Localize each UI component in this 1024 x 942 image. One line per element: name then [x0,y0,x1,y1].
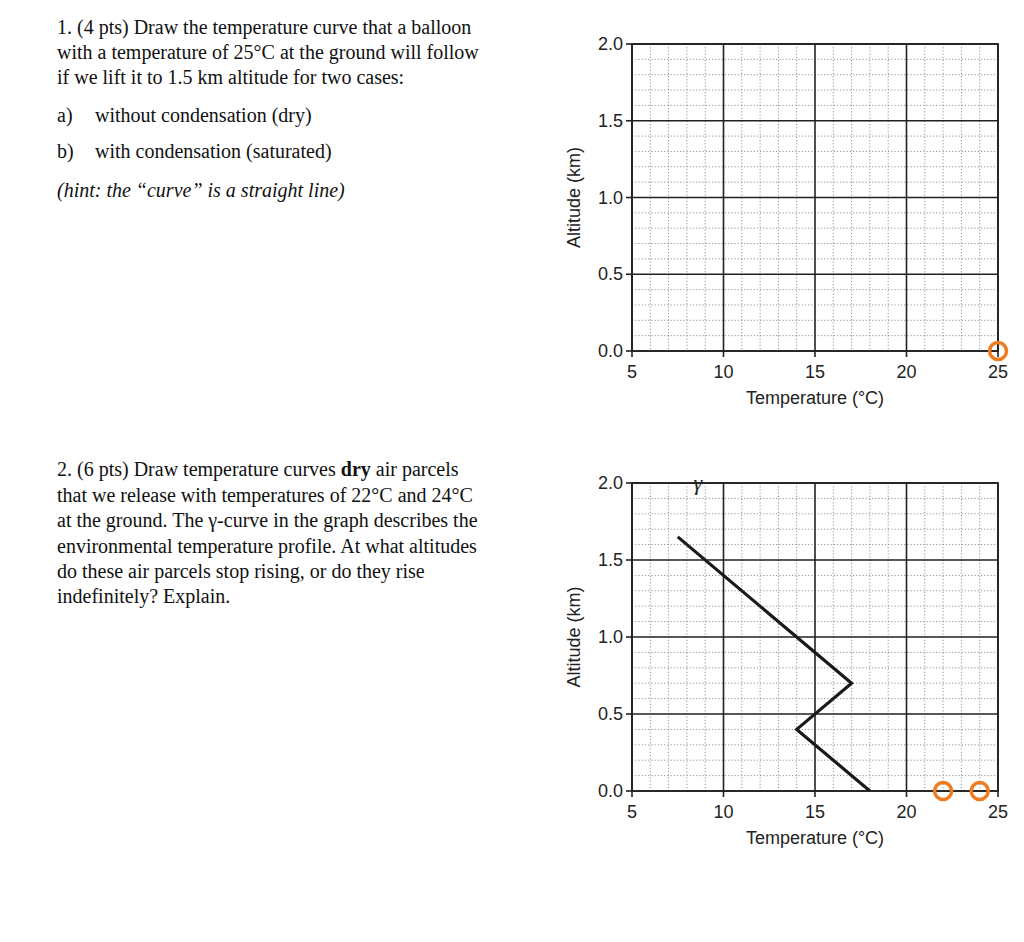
question-line: do these air parcels stop rising, or do … [57,560,425,583]
grid-y [632,636,998,638]
hint: (hint: the “curve” is a straight line) [57,179,345,202]
question-line: 1. (4 pts) Draw the temperature curve th… [57,16,471,39]
grid-y [632,197,998,199]
y-tick-label: 0.5 [598,704,623,724]
x-tick [906,791,908,797]
chart: 5 10 15 20 25 0.0 0.5 1.0 1.5 2.0 Temperature (°C)… [564,34,1008,408]
x-tick [997,351,999,357]
series-line [678,537,870,791]
x-tick [814,791,816,797]
x-tick-label: 10 [713,802,733,822]
item-text: without condensation (dry) [95,104,312,127]
y-tick [626,713,632,715]
y-tick-label: 1.0 [598,627,623,647]
question-line: if we lift it to 1.5 km altitude for two… [57,66,404,88]
question-line: indefinitely? Explain. [57,585,230,608]
x-tick-label: 20 [896,802,916,822]
chart: 5 10 15 20 25 0.0 0.5 1.0 1.5 2.0 Temperature (°C)… [564,470,1008,848]
y-tick [626,636,632,638]
scatter-point [990,343,1007,360]
x-tick [723,791,725,797]
x-tick-label: 25 [988,362,1008,382]
x-tick [997,791,999,797]
item-label: b) [57,140,74,163]
lines [678,537,870,791]
plot-background [632,44,998,351]
y-tick-label: 2.0 [598,34,623,54]
y-axis-label: Altitude (km) [564,586,584,687]
y-tick-label: 0.5 [598,264,623,284]
item-label: a) [57,104,73,127]
question-line: at the ground. The γ-curve in the graph … [57,509,478,532]
x-tick-label: 25 [988,802,1008,822]
question-line: environmental temperature profile. At wh… [57,535,477,558]
y-axis-label: Altitude (km) [564,147,584,248]
x-tick-label: 20 [896,362,916,382]
x-tick-label: 5 [627,802,637,822]
y-tick-label: 1.5 [598,111,623,131]
grid-y [632,559,998,561]
x-axis-label: Temperature (°C) [746,388,884,408]
scatter-point [935,783,952,800]
question-line: 2. (6 pts) Draw temperature curves dry a… [57,458,459,481]
y-tick-label: 0.0 [598,781,623,801]
question-line: with a temperature of 25°C at the ground… [57,41,479,64]
x-tick [723,351,725,357]
y-tick [626,197,632,199]
x-tick-label: 15 [805,362,825,382]
series-name-label: γ [693,470,703,495]
x-axis-label: Temperature (°C) [746,828,884,848]
y-tick [626,790,632,792]
grid-y [632,120,998,122]
x-tick-label: 5 [627,362,637,382]
y-tick [626,350,632,352]
plot-frame [632,44,998,351]
question-line: that we release with temperatures of 22°… [57,484,473,507]
x-tick-label: 10 [713,362,733,382]
markers [990,343,1007,360]
markers [935,783,989,800]
question-segment: 2. (6 pts) Draw temperature curves [57,458,341,481]
y-tick-label: 0.0 [598,341,623,361]
question-segment: dry [341,458,371,481]
x-tick [631,351,633,357]
y-tick-label: 1.5 [598,550,623,570]
question-segment: air parcels [371,458,459,481]
y-tick-label: 1.0 [598,188,623,208]
item-text: with condensation (saturated) [95,140,332,163]
plot-frame [632,483,998,791]
x-tick-label: 15 [805,802,825,822]
y-tick [626,559,632,561]
plot-background [632,483,998,791]
grid-y [632,273,998,275]
scatter-point [971,783,988,800]
y-tick-label: 2.0 [598,473,623,493]
y-tick [626,120,632,122]
y-tick [626,482,632,484]
x-tick [814,351,816,357]
y-tick [626,273,632,275]
x-tick [906,351,908,357]
x-tick [631,791,633,797]
page: 1. (4 pts) Draw the temperature curve th… [0,0,1024,942]
y-tick [626,43,632,45]
